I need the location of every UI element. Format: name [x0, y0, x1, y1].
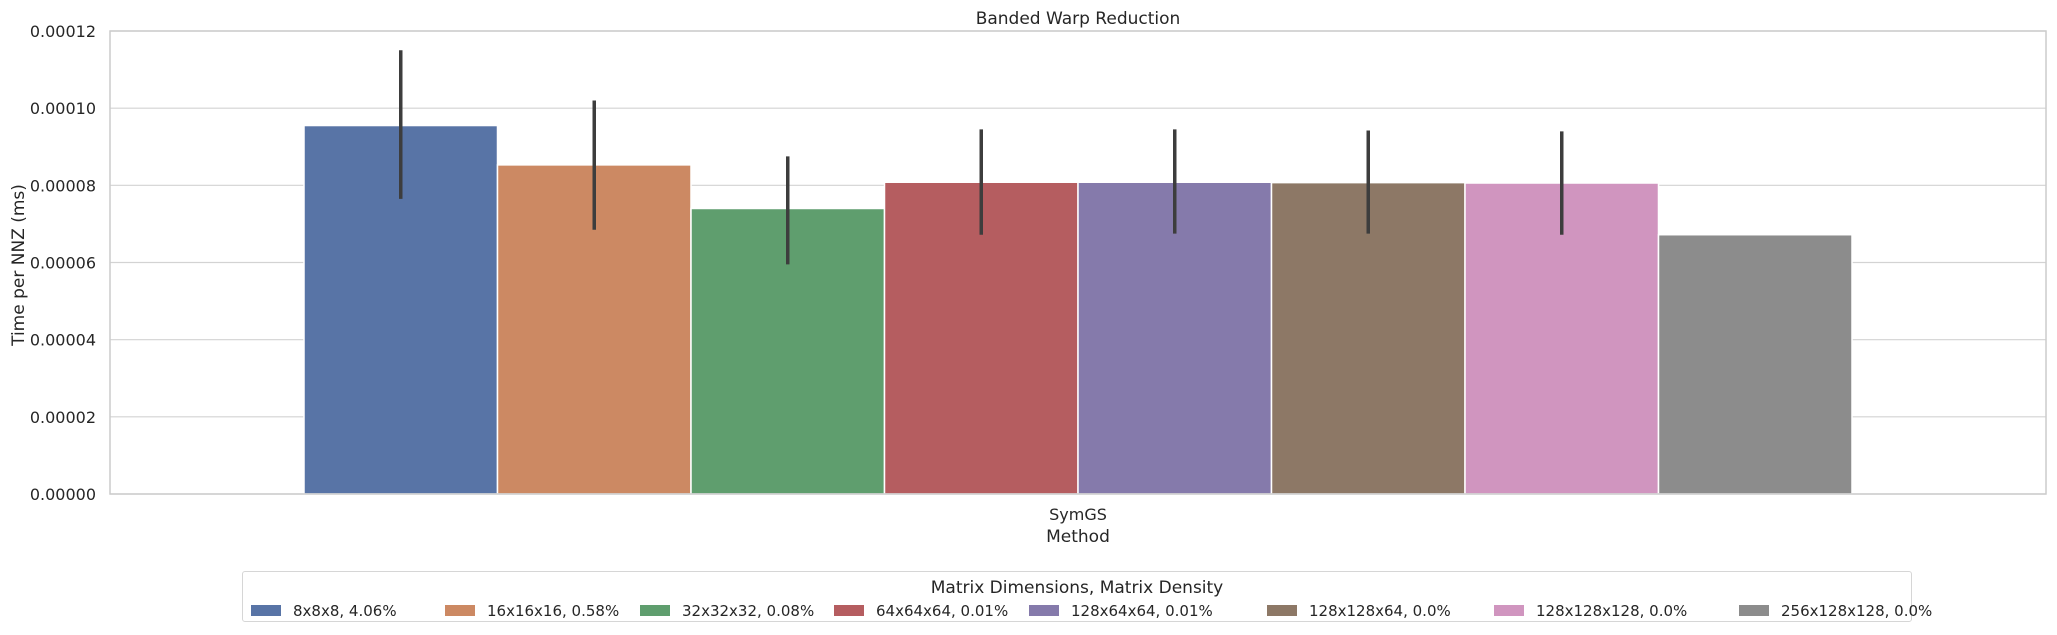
legend-swatch	[251, 605, 281, 616]
y-tick-labels: 0.00000 0.00002 0.00004 0.00006 0.00008 0.000…	[30, 22, 96, 504]
legend-swatch	[445, 605, 475, 616]
y-tick-label: 0.00002	[30, 408, 96, 427]
legend-swatch	[1029, 605, 1059, 616]
legend-label: 32x32x32, 0.08%	[682, 602, 815, 620]
legend-swatch	[640, 605, 670, 616]
plot-area-frame	[109, 30, 2047, 495]
legend-label: 128x64x64, 0.01%	[1071, 602, 1213, 620]
legend: Matrix Dimensions, Matrix Density 8x8x8,…	[242, 571, 1932, 622]
y-tick-label: 0.00010	[30, 99, 96, 118]
legend-swatch	[1267, 605, 1297, 616]
y-tick-label: 0.00012	[30, 22, 96, 41]
bar	[1464, 182, 1660, 495]
x-axis-label: Method	[1046, 527, 1110, 547]
x-tick-label: SymGS	[1049, 505, 1107, 524]
y-tick-label: 0.00004	[30, 331, 96, 350]
bar	[1077, 181, 1273, 495]
y-tick-label: 0.00008	[30, 176, 96, 195]
error-bars-group	[399, 50, 1564, 265]
legend-label: 64x64x64, 0.01%	[876, 602, 1009, 620]
y-tick-label: 0.00000	[30, 485, 96, 504]
y-tick-label: 0.00006	[30, 254, 96, 273]
y-axis-label: Time per NNZ (ms)	[9, 184, 29, 347]
chart-title: Banded Warp Reduction	[976, 9, 1181, 29]
legend-label: 8x8x8, 4.06%	[293, 602, 397, 620]
bars-group	[303, 124, 1853, 495]
legend-label: 128x128x128, 0.0%	[1536, 602, 1688, 620]
bar	[1270, 181, 1466, 495]
legend-label: 256x128x128, 0.0%	[1781, 602, 1933, 620]
legend-swatch	[834, 605, 864, 616]
legend-swatch	[1739, 605, 1769, 616]
x-tick-labels: SymGS	[1049, 505, 1107, 524]
legend-label: 16x16x16, 0.58%	[487, 602, 620, 620]
legend-label: 128x128x64, 0.0%	[1309, 602, 1451, 620]
legend-swatch	[1494, 605, 1524, 616]
bar	[1657, 233, 1853, 495]
legend-title: Matrix Dimensions, Matrix Density	[930, 578, 1224, 598]
